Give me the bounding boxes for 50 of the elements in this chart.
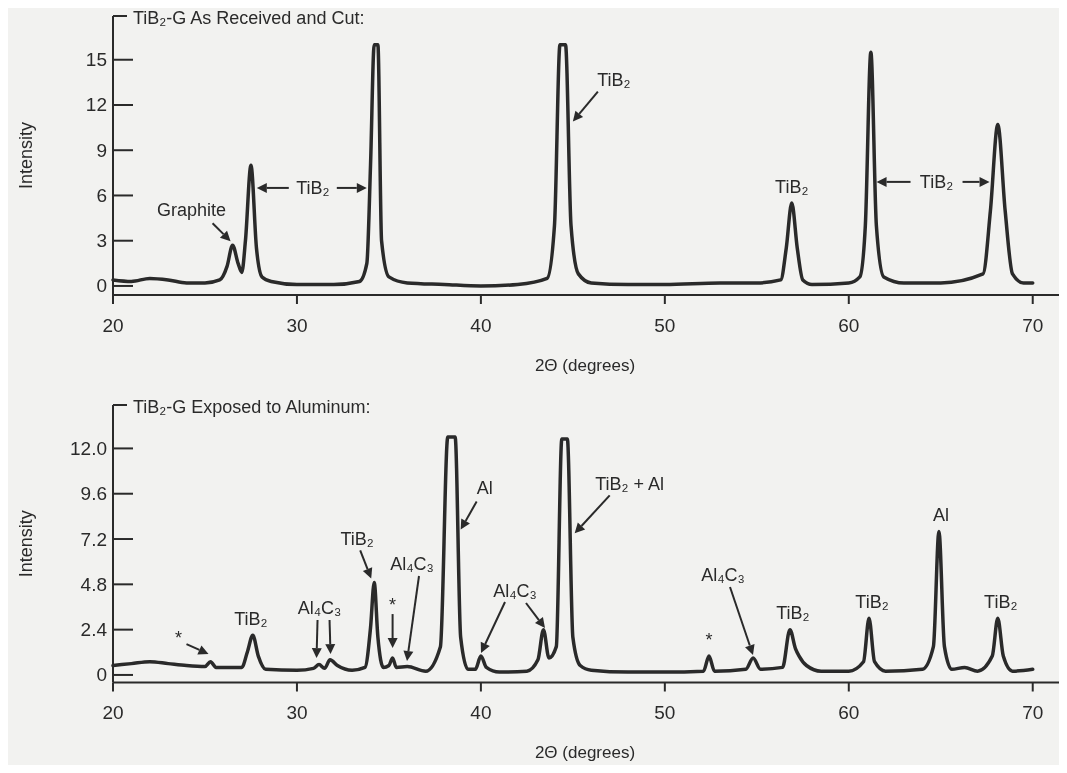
- x-tick-label: 30: [286, 314, 308, 336]
- annotation: Al: [932, 505, 949, 526]
- x-tick-label: 20: [102, 702, 124, 723]
- y-tick-label: 9.6: [80, 483, 107, 505]
- x-tick-label: 50: [654, 702, 676, 723]
- y-axis-title: Intensity: [16, 121, 36, 190]
- annotation: TiB₂: [234, 609, 268, 630]
- annotation: *: [705, 630, 713, 651]
- y-tick-label: 6: [96, 184, 107, 206]
- annotation: TiB₂: [597, 69, 631, 90]
- y-tick-label: 7.2: [80, 528, 107, 550]
- y-tick-label: 0: [96, 664, 107, 686]
- annotation: TiB₂: [919, 171, 954, 192]
- x-tick-label: 60: [838, 314, 860, 336]
- y-tick-label: 15: [85, 49, 107, 71]
- annotation: TiB₂ + Al: [595, 474, 665, 495]
- x-axis-title: 2Θ (degrees): [534, 355, 636, 375]
- annotation: *: [389, 595, 397, 616]
- x-tick-label: 50: [654, 314, 676, 336]
- annotation: TiB₂: [340, 529, 374, 550]
- annotation: TiB₂: [775, 177, 809, 198]
- annotation: Al₄C₃: [701, 565, 745, 585]
- y-tick-label: 3: [96, 230, 107, 252]
- chart-title: TiB₂-G Exposed to Aluminum:: [133, 397, 371, 417]
- y-tick-label: 9: [96, 139, 107, 161]
- y-tick-label: 12.0: [70, 437, 107, 459]
- annotation: Al₄C₃: [297, 598, 342, 619]
- chart-title: TiB₂-G As Received and Cut:: [133, 8, 365, 28]
- annotation: Al: [476, 477, 493, 498]
- x-tick-label: 40: [470, 314, 492, 336]
- x-tick-label: 60: [838, 702, 860, 723]
- x-tick-label: 30: [286, 702, 308, 723]
- x-tick-label: 20: [102, 314, 124, 336]
- annotation: TiB₂: [776, 602, 810, 623]
- x-tick-label: 40: [470, 702, 492, 723]
- annotation: Al₄C₃: [493, 581, 537, 601]
- annotation: *: [174, 628, 182, 649]
- annotation: TiB₂: [984, 592, 1018, 613]
- y-tick-label: 0: [96, 275, 107, 297]
- annotation: Graphite: [157, 200, 227, 221]
- y-tick-label: 12: [85, 94, 107, 116]
- annotation: TiB₂: [296, 177, 330, 198]
- y-tick-label: 2.4: [80, 619, 108, 641]
- y-axis-title: Intensity: [16, 510, 36, 578]
- x-tick-label: 70: [1022, 702, 1044, 723]
- x-axis-title: 2Θ (degrees): [534, 743, 636, 762]
- x-tick-label: 70: [1022, 314, 1044, 336]
- annotation: Al₄C₃: [390, 554, 434, 574]
- annotation: TiB₂: [855, 592, 889, 613]
- y-tick-label: 4.8: [80, 573, 107, 595]
